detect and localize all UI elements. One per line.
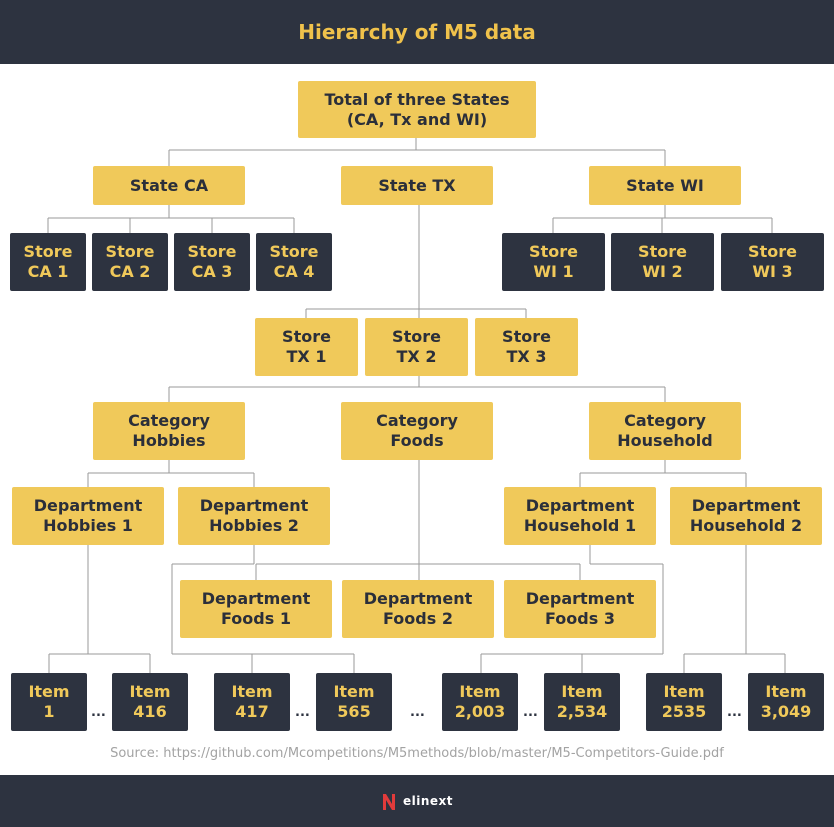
- node-dept-household1: Department Household 1: [504, 487, 656, 545]
- brand-name: elinext: [402, 794, 454, 808]
- node-category-foods: Category Foods: [341, 402, 493, 460]
- node-dept-hobbies1: Department Hobbies 1: [12, 487, 164, 545]
- node-item-2003: Item 2,003: [442, 673, 518, 731]
- node-store-wi2: Store WI 2: [611, 233, 714, 291]
- ellipsis-hobbies1: ...: [91, 705, 106, 720]
- connector-lines: [47, 138, 786, 673]
- node-item-565: Item 565: [316, 673, 392, 731]
- node-dept-household2: Department Household 2: [670, 487, 822, 545]
- ellipsis-household2: ...: [727, 705, 742, 720]
- source-caption: Source: https://github.com/Mcompetitions…: [110, 746, 724, 761]
- node-item-2534: Item 2,534: [544, 673, 620, 731]
- diagram-title: Hierarchy of M5 data: [298, 20, 536, 44]
- node-state-tx: State TX: [341, 166, 493, 205]
- node-store-ca4: Store CA 4: [256, 233, 332, 291]
- node-dept-foods3: Department Foods 3: [504, 580, 656, 638]
- node-dept-foods2: Department Foods 2: [342, 580, 494, 638]
- ellipsis-foods: ...: [410, 705, 425, 720]
- node-store-wi1: Store WI 1: [502, 233, 605, 291]
- node-store-tx3: Store TX 3: [475, 318, 578, 376]
- node-category-household: Category Household: [589, 402, 741, 460]
- node-item-416: Item 416: [112, 673, 188, 731]
- node-item-1: Item 1: [11, 673, 87, 731]
- node-category-hobbies: Category Hobbies: [93, 402, 245, 460]
- node-store-tx1: Store TX 1: [255, 318, 358, 376]
- node-item-417: Item 417: [214, 673, 290, 731]
- node-store-ca2: Store CA 2: [92, 233, 168, 291]
- node-store-ca1: Store CA 1: [10, 233, 86, 291]
- header-bar: Hierarchy of M5 data: [0, 0, 834, 64]
- footer-bar: elinext: [0, 775, 834, 827]
- node-store-tx2: Store TX 2: [365, 318, 468, 376]
- node-state-wi: State WI: [589, 166, 741, 205]
- node-store-wi3: Store WI 3: [721, 233, 824, 291]
- node-item-2535: Item 2535: [646, 673, 722, 731]
- node-item-3049: Item 3,049: [748, 673, 824, 731]
- elinext-logo-icon: [382, 794, 395, 810]
- node-state-ca: State CA: [93, 166, 245, 205]
- ellipsis-hobbies2: ...: [295, 705, 310, 720]
- node-dept-hobbies2: Department Hobbies 2: [178, 487, 330, 545]
- node-total: Total of three States (CA, Tx and WI): [298, 81, 536, 138]
- diagram-canvas: Total of three States (CA, Tx and WI) St…: [0, 64, 834, 775]
- node-dept-foods1: Department Foods 1: [180, 580, 332, 638]
- ellipsis-household1: ...: [523, 705, 538, 720]
- node-store-ca3: Store CA 3: [174, 233, 250, 291]
